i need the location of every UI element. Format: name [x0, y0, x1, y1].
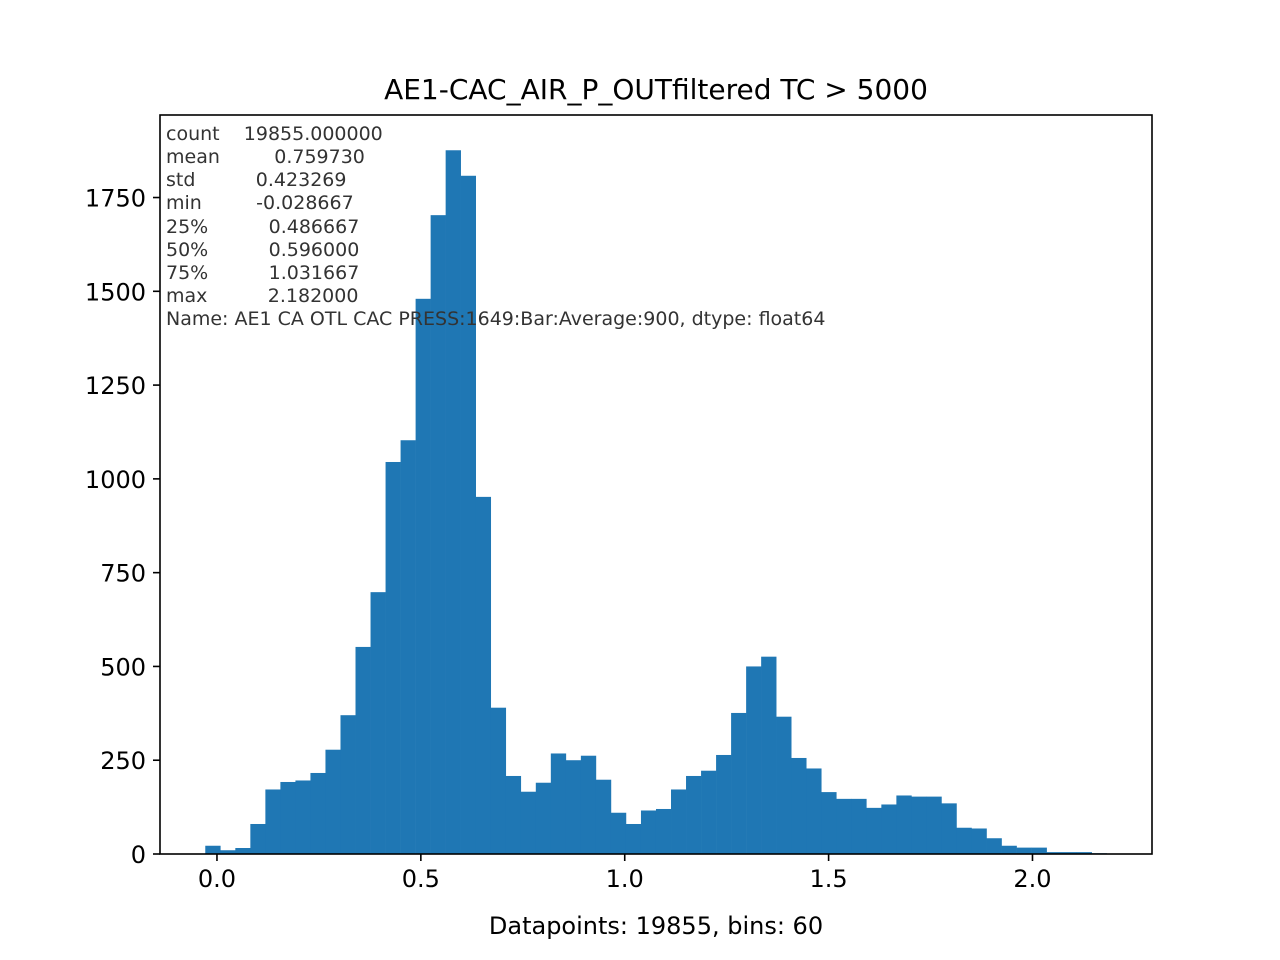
histogram-bar-9 [340, 715, 355, 854]
histogram-bar-6 [295, 780, 310, 854]
histogram-bar-24 [566, 760, 581, 854]
histogram-bar-2 [235, 848, 250, 854]
histogram-bar-28 [626, 824, 641, 854]
histogram-bar-49 [941, 803, 956, 854]
stats-line-mean: mean 0.759730 [166, 146, 365, 168]
histogram-bar-21 [521, 792, 536, 854]
histogram-bar-36 [746, 666, 761, 854]
histogram-bar-48 [926, 797, 941, 854]
histogram-bar-7 [310, 773, 325, 854]
histogram-bar-34 [716, 755, 731, 854]
x-axis-label: Datapoints: 19855, bins: 60 [489, 912, 823, 940]
histogram-bar-22 [536, 783, 551, 854]
x-tick-label-2: 1.0 [606, 865, 644, 893]
stats-line-name: Name: AE1 CA OTL CAC PRESS:1649:Bar:Aver… [166, 308, 825, 330]
stats-line-25: 25% 0.486667 [166, 216, 359, 238]
histogram-bar-44 [866, 808, 881, 854]
histogram-bar-25 [581, 756, 596, 854]
histogram-bar-5 [280, 782, 295, 854]
x-tick-label-1: 0.5 [402, 865, 440, 893]
histogram-bar-0 [205, 846, 220, 854]
y-tick-label-7: 1750 [85, 185, 146, 213]
histogram-bar-13 [401, 440, 416, 854]
y-tick-label-0: 0 [131, 841, 146, 869]
histogram-bar-43 [851, 799, 866, 854]
histogram-bar-37 [761, 657, 776, 854]
histogram-bar-8 [325, 750, 340, 854]
histogram-bar-20 [506, 776, 521, 854]
histogram-bar-16 [446, 150, 461, 854]
histogram-bar-31 [671, 789, 686, 854]
chart-title: AE1-CAC_AIR_P_OUTfiltered TC > 5000 [384, 73, 928, 106]
histogram-bar-10 [356, 647, 371, 854]
x-tick-label-4: 2.0 [1013, 865, 1051, 893]
histogram-bar-40 [806, 768, 821, 854]
histogram-bar-17 [461, 176, 476, 854]
histogram-bar-38 [776, 717, 791, 854]
histogram-bar-42 [836, 799, 851, 854]
stats-line-max: max 2.182000 [166, 285, 358, 307]
y-tick-label-3: 750 [100, 560, 146, 588]
stats-line-75: 75% 1.031667 [166, 262, 359, 284]
histogram-bar-4 [265, 789, 280, 854]
histogram-bar-14 [416, 299, 431, 854]
histogram-bar-19 [491, 708, 506, 854]
histogram-bar-18 [476, 497, 491, 854]
histogram-bar-55 [1032, 848, 1047, 854]
histogram-bar-52 [987, 838, 1002, 854]
y-tick-label-6: 1500 [85, 278, 146, 306]
y-tick-label-4: 1000 [85, 466, 146, 494]
x-tick-label-0: 0.0 [198, 865, 236, 893]
histogram-bar-45 [881, 804, 896, 854]
histogram-bar-41 [821, 792, 836, 854]
x-tick-label-3: 1.5 [810, 865, 848, 893]
stats-line-50: 50% 0.596000 [166, 239, 359, 261]
histogram-bar-32 [686, 776, 701, 854]
histogram-bar-51 [971, 828, 986, 854]
histogram-bar-23 [551, 753, 566, 854]
histogram-bar-46 [896, 795, 911, 854]
histogram-bar-54 [1017, 848, 1032, 854]
histogram-bar-39 [791, 758, 806, 854]
histogram-bar-35 [731, 713, 746, 854]
histogram-bar-12 [386, 462, 401, 854]
stats-line-count: count 19855.000000 [166, 123, 383, 145]
histogram-bar-3 [250, 824, 265, 854]
stats-line-min: min -0.028667 [166, 192, 354, 214]
histogram-bar-33 [701, 771, 716, 854]
histogram-bar-29 [641, 810, 656, 854]
histogram-bar-53 [1002, 846, 1017, 854]
histogram-bar-47 [911, 797, 926, 854]
stats-line-std: std 0.423269 [166, 169, 346, 191]
histogram-bar-27 [611, 813, 626, 854]
y-tick-label-5: 1250 [85, 372, 146, 400]
y-tick-label-1: 250 [100, 747, 146, 775]
histogram-bar-26 [596, 780, 611, 854]
histogram-bar-11 [371, 592, 386, 854]
y-tick-label-2: 500 [100, 653, 146, 681]
histogram-bar-50 [956, 828, 971, 854]
histogram-bar-30 [656, 809, 671, 854]
